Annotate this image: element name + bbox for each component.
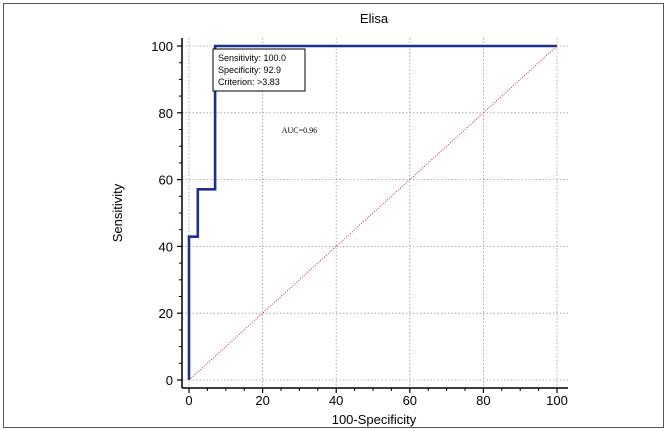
info-box-line: Criterion: >3.83 bbox=[218, 77, 280, 87]
y-tick-label: 80 bbox=[159, 106, 173, 121]
axes: 0 20 40 60 80 100 0 20 40 60 80 100 bbox=[151, 38, 568, 408]
series-layer bbox=[187, 44, 558, 381]
info-box-line: Specificity: 92.9 bbox=[218, 65, 281, 75]
info-box: Sensitivity: 100.0 Specificity: 92.9 Crite… bbox=[212, 48, 306, 92]
auc-annotation: AUC=0.96 bbox=[282, 126, 317, 135]
y-tick-label: 100 bbox=[151, 39, 173, 54]
x-tick-label: 20 bbox=[255, 393, 269, 408]
y-tick-label: 0 bbox=[166, 373, 173, 388]
reference-diagonal-line bbox=[188, 45, 558, 381]
grid bbox=[182, 38, 568, 388]
annotations: AUC=0.96 bbox=[282, 126, 317, 135]
x-axis-title: 100-Specificity bbox=[332, 412, 417, 427]
info-box-line: Sensitivity: 100.0 bbox=[218, 53, 286, 63]
x-tick-label: 100 bbox=[546, 393, 568, 408]
chart-title: Elisa bbox=[360, 11, 389, 26]
x-tick-label: 0 bbox=[185, 393, 192, 408]
roc-curve-line bbox=[187, 44, 557, 380]
x-tick-label: 60 bbox=[403, 393, 417, 408]
info-box-frame bbox=[212, 48, 306, 92]
x-tick-label: 80 bbox=[476, 393, 490, 408]
x-tick-label: 40 bbox=[329, 393, 343, 408]
y-tick-label: 20 bbox=[159, 306, 173, 321]
y-tick-label: 60 bbox=[159, 173, 173, 188]
y-axis-title: Sensitivity bbox=[110, 183, 125, 242]
chart-frame bbox=[3, 3, 664, 428]
y-tick-label: 40 bbox=[159, 239, 173, 254]
